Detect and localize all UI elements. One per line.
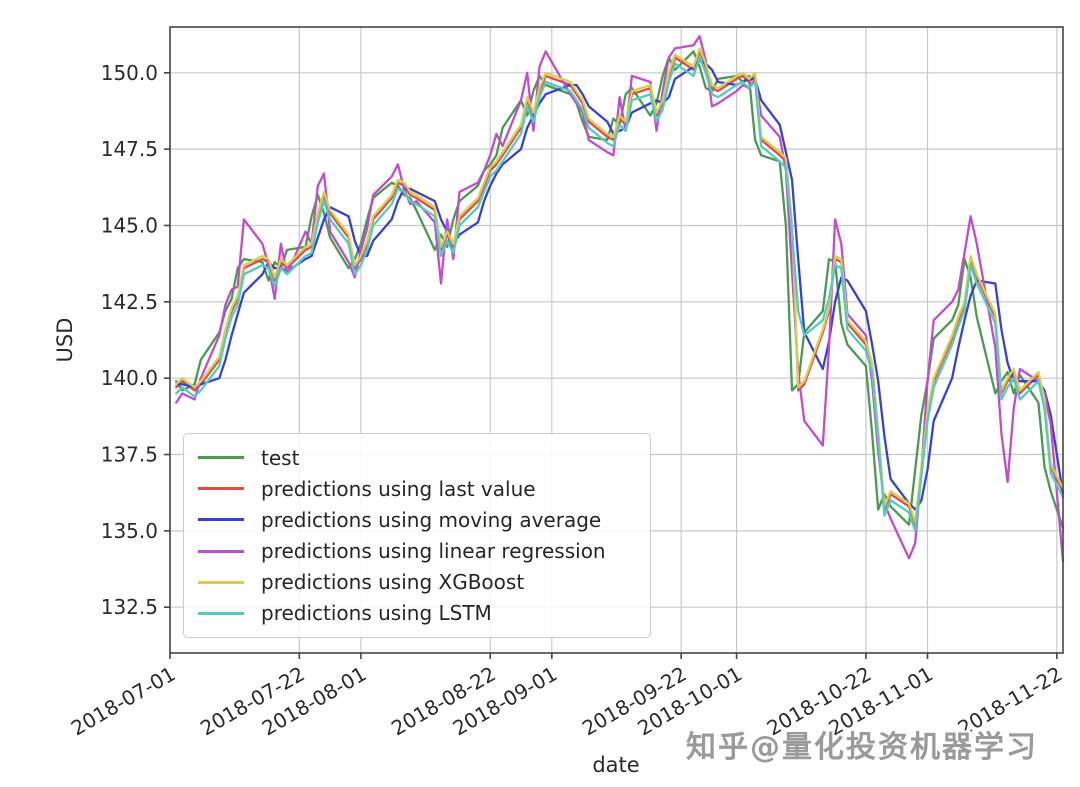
legend-label: predictions using last value [261, 476, 536, 501]
legend-label: predictions using XGBoost [261, 570, 525, 595]
y-tick-label: 145.0 [101, 213, 158, 237]
legend-label: test [261, 445, 300, 470]
y-axis-label: USD [53, 318, 77, 363]
x-tick-label: 2018-07-01 [67, 662, 180, 741]
legend-swatch-line [198, 580, 244, 584]
watermark: 知乎@量化投资机器学习 [686, 730, 1038, 765]
legend-swatch-line [198, 549, 244, 553]
legend-item: predictions using LSTM [198, 603, 636, 623]
legend-item: predictions using last value [198, 479, 636, 499]
legend-swatch-line [198, 611, 244, 615]
y-tick-label: 142.5 [101, 290, 158, 314]
legend-item: predictions using linear regression [198, 541, 636, 561]
legend-item: predictions using XGBoost [198, 572, 636, 592]
legend-item: test [198, 448, 636, 468]
series-line-5 [175, 56, 1065, 533]
legend-swatch-line [198, 487, 244, 491]
y-tick-label: 135.0 [101, 519, 158, 543]
legend-item: predictions using moving average [198, 510, 636, 530]
plot-border [169, 26, 1064, 654]
legend-label: predictions using linear regression [261, 539, 606, 564]
legend-label: predictions using moving average [261, 507, 602, 532]
y-tick-label: 147.5 [101, 137, 158, 161]
series-layer [175, 35, 1065, 563]
y-tick-label: 150.0 [101, 61, 158, 85]
y-tick-label: 132.5 [101, 595, 158, 619]
y-tick-label: 137.5 [101, 443, 158, 467]
legend: test predictions using last value predicti… [183, 433, 651, 638]
legend-swatch-line [198, 456, 244, 460]
x-axis-label: date [592, 753, 639, 777]
y-tick-label: 140.0 [101, 366, 158, 390]
legend-label: predictions using LSTM [261, 601, 492, 626]
legend-swatch-line [198, 518, 244, 522]
